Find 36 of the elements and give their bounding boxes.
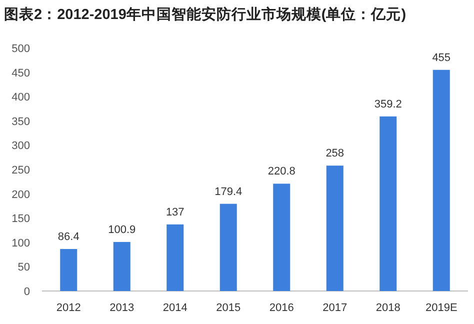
- data-label: 137: [166, 206, 184, 218]
- x-tick-label: 2019E: [425, 302, 458, 314]
- bar: [432, 70, 450, 291]
- bar: [326, 166, 344, 291]
- y-tick-label: 50: [18, 262, 30, 274]
- y-tick-label: 300: [12, 140, 30, 152]
- x-tick-label: 2014: [162, 302, 188, 314]
- data-label: 220.8: [268, 166, 296, 178]
- y-tick-label: 350: [12, 116, 30, 128]
- y-tick-label: 200: [12, 188, 30, 201]
- data-label: 86.4: [58, 231, 80, 244]
- x-tick-label: 2013: [110, 302, 134, 314]
- bar: [380, 116, 397, 291]
- data-label: 100.9: [108, 224, 136, 236]
- chart-title: 图表2：2012-2019年中国智能安防行业市场规模(单位：亿元): [4, 5, 406, 23]
- bar: [220, 204, 237, 291]
- data-label: 179.4: [214, 186, 242, 198]
- y-tick-label: 100: [12, 237, 30, 250]
- x-tick-label: 2016: [269, 302, 294, 314]
- bar: [113, 242, 130, 291]
- y-tick-label: 250: [12, 164, 30, 176]
- data-label: 359.2: [374, 98, 402, 110]
- y-tick-label: 450: [12, 67, 30, 80]
- y-tick-label: 0: [24, 286, 30, 298]
- y-tick-label: 500: [12, 43, 30, 55]
- data-label: 455: [432, 52, 451, 64]
- bar: [166, 224, 184, 291]
- x-tick-label: 2015: [216, 302, 241, 314]
- x-tick-label: 2012: [56, 302, 81, 314]
- y-tick-label: 400: [12, 92, 30, 104]
- y-tick-label: 150: [12, 213, 30, 226]
- x-tick-label: 2018: [376, 302, 400, 314]
- data-label: 258: [326, 148, 344, 160]
- bar: [60, 249, 78, 291]
- x-tick-label: 2017: [322, 302, 348, 314]
- bar: [273, 184, 290, 291]
